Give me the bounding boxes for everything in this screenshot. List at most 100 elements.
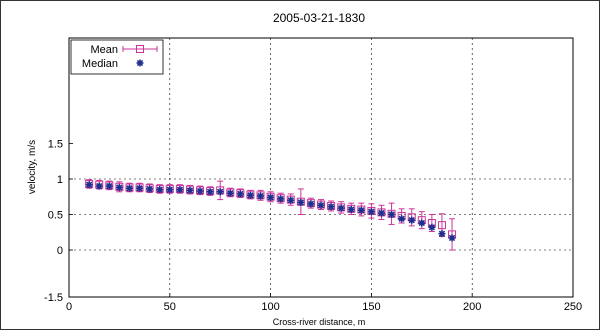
median-marker-stroke — [217, 188, 224, 195]
median-marker-stroke — [448, 234, 456, 242]
median-marker — [186, 186, 194, 194]
x-tick-label: 0 — [66, 301, 72, 313]
median-marker — [267, 193, 275, 201]
median-marker-stroke — [146, 185, 153, 193]
median-marker — [438, 230, 446, 238]
median-marker-stroke — [176, 186, 184, 193]
median-marker — [297, 198, 305, 206]
median-marker — [448, 234, 456, 242]
median-marker-stroke — [368, 208, 375, 215]
median-marker-stroke — [136, 185, 143, 192]
median-marker-stroke — [337, 204, 345, 212]
median-marker-stroke — [186, 187, 194, 194]
median-marker-stroke — [408, 217, 415, 224]
legend-marker-median — [136, 59, 144, 67]
median-marker — [307, 200, 315, 208]
y-tick-label: 1 — [57, 174, 63, 186]
median-marker — [246, 191, 254, 199]
x-tick-label: 200 — [463, 301, 481, 313]
median-marker-stroke — [196, 187, 204, 195]
chart-title: 2005-03-21-1830 — [273, 11, 365, 25]
median-marker — [236, 190, 244, 198]
median-marker — [206, 188, 214, 196]
x-tick-label: 250 — [564, 301, 582, 313]
median-marker — [156, 186, 164, 194]
median-marker-stroke — [96, 182, 103, 190]
median-marker-stroke — [378, 209, 385, 217]
median-marker — [398, 215, 406, 223]
median-marker — [287, 196, 295, 204]
median-marker — [85, 181, 93, 189]
median-marker — [347, 206, 355, 214]
grid-lines — [69, 38, 573, 297]
median-marker — [196, 187, 204, 195]
median-marker-stroke — [348, 206, 355, 213]
median-marker — [146, 185, 154, 193]
median-marker-stroke — [287, 197, 294, 204]
median-marker-stroke — [358, 207, 365, 214]
mean-marker — [437, 221, 446, 230]
median-marker — [367, 208, 375, 216]
median-marker — [327, 203, 335, 211]
median-marker — [125, 184, 133, 192]
y-axis-label: velocity, m/s — [27, 140, 38, 194]
median-marker — [377, 209, 385, 217]
median-marker-stroke — [388, 211, 395, 218]
median-marker-stroke — [247, 192, 254, 199]
median-marker-stroke — [156, 186, 163, 193]
median-marker — [226, 189, 234, 197]
median-marker-stroke — [85, 181, 93, 188]
median-marker — [357, 206, 365, 214]
legend-label-mean: Mean — [90, 44, 118, 56]
median-marker — [115, 184, 123, 192]
x-tick-label: 150 — [362, 301, 380, 313]
median-marker-stroke — [227, 190, 234, 197]
median-marker-stroke — [257, 192, 264, 200]
median-marker-stroke — [327, 203, 335, 210]
median-marker — [176, 186, 184, 194]
legend-marker-mean — [122, 45, 158, 53]
median-marker — [428, 223, 436, 231]
median-marker-stroke — [317, 202, 325, 209]
y-tick-label: 1.5 — [48, 139, 63, 151]
median-marker-stroke — [428, 224, 436, 231]
median-marker — [418, 219, 426, 227]
x-axis-label: Cross-river distance, m — [273, 317, 366, 327]
median-marker — [105, 182, 113, 190]
x-tick-label: 50 — [164, 301, 176, 313]
median-marker-stroke — [166, 186, 173, 193]
median-marker-stroke — [106, 182, 113, 190]
median-marker — [277, 195, 285, 203]
median-marker-stroke — [418, 219, 425, 227]
legend-box — [70, 39, 164, 75]
plot-area — [68, 37, 574, 298]
series-layer — [85, 179, 457, 251]
mean-point — [448, 218, 457, 251]
median-marker — [408, 216, 416, 224]
median-marker-stroke — [206, 188, 214, 195]
median-marker — [257, 192, 265, 200]
y-tick-label: 0 — [57, 245, 63, 257]
median-marker-stroke — [307, 200, 315, 208]
median-marker — [166, 186, 174, 194]
median-marker — [388, 211, 396, 218]
median-marker-stroke — [267, 194, 274, 201]
median-marker — [95, 182, 103, 190]
median-marker — [317, 201, 325, 209]
y-tick-label: 0.5 — [48, 210, 63, 222]
legend: Mean Median — [70, 39, 164, 75]
median-marker — [216, 188, 224, 196]
median-marker-stroke — [438, 230, 446, 237]
median-marker-stroke — [297, 199, 305, 206]
median-marker — [136, 184, 144, 192]
median-marker-stroke — [237, 190, 244, 198]
median-marker — [337, 204, 345, 212]
median-marker-stroke — [398, 215, 405, 222]
median-marker-stroke — [116, 184, 123, 191]
x-tick-label: 100 — [261, 301, 279, 313]
median-marker-stroke — [126, 185, 133, 192]
y-tick-label: -1.5 — [44, 292, 63, 304]
